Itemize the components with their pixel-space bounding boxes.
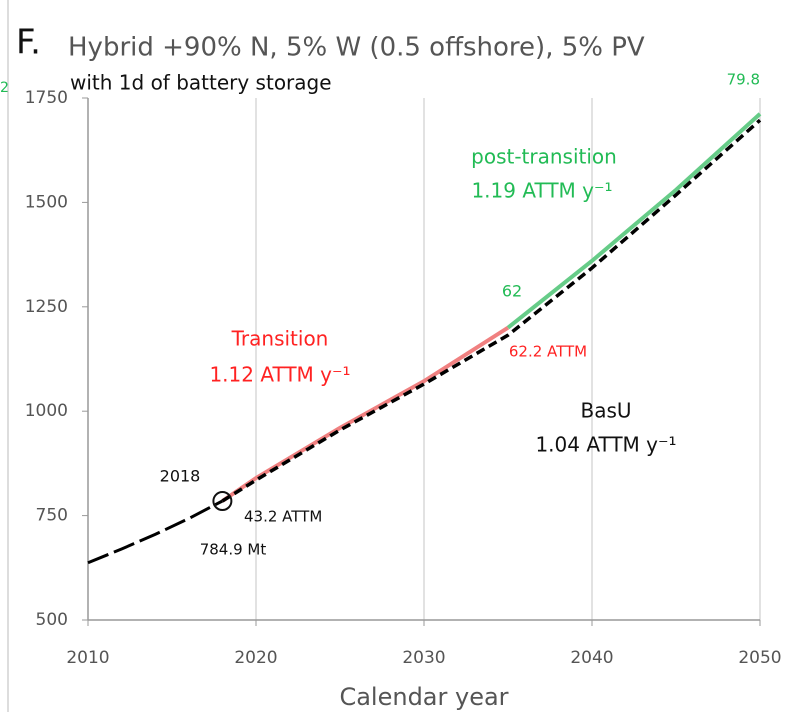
- chart-subtitle: with 1d of battery storage: [70, 71, 332, 95]
- annotation: 2018: [160, 467, 201, 486]
- series-line: [506, 112, 762, 330]
- x-tick-label: 2030: [402, 648, 445, 668]
- y-tick-label: 750: [36, 506, 68, 526]
- annotation: 43.2 ATTM: [244, 508, 322, 526]
- x-tick-label: 2020: [234, 648, 277, 668]
- annotation: 62: [502, 282, 522, 301]
- y-tick-label: 1750: [25, 88, 68, 108]
- y-tick-label: 1000: [25, 401, 68, 421]
- y-tick-label: 1500: [25, 192, 68, 212]
- series-line: [221, 118, 762, 503]
- annotation: 62.2 ATTM: [509, 343, 587, 361]
- annotation: post-transition: [471, 145, 617, 169]
- series-line: [221, 325, 510, 503]
- annotation: 1.04 ATTM y⁻¹: [535, 433, 676, 457]
- series-line: [87, 499, 224, 565]
- panel-label: F.: [16, 23, 41, 63]
- annotation: 2: [0, 80, 9, 96]
- x-tick-label: 2040: [570, 648, 613, 668]
- annotation: 784.9 Mt: [200, 541, 267, 559]
- annotation: BasU: [580, 399, 631, 423]
- chart-title: Hybrid +90% N, 5% W (0.5 offshore), 5% P…: [68, 33, 645, 63]
- annotation: Transition: [231, 327, 329, 351]
- y-tick-label: 500: [36, 610, 68, 630]
- x-axis-label: Calendar year: [339, 683, 508, 711]
- x-tick-label: 2050: [738, 648, 781, 668]
- annotation: 1.19 ATTM y⁻¹: [471, 179, 612, 203]
- x-tick-label: 2010: [66, 648, 109, 668]
- annotation: 79.8: [727, 71, 760, 89]
- highlight-marker: [212, 491, 233, 512]
- y-tick-label: 1250: [25, 297, 68, 317]
- annotation: 1.12 ATTM y⁻¹: [209, 363, 350, 387]
